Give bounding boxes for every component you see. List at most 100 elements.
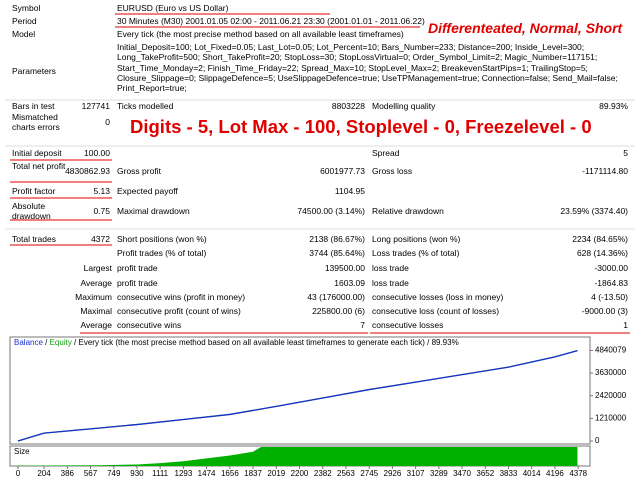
- row-value: 225800.00 (6): [312, 306, 365, 316]
- x-tick-label: 2382: [314, 469, 332, 478]
- x-tick-label: 1293: [175, 469, 193, 478]
- annotation: Differenteated, Normal, Short: [428, 20, 623, 36]
- legend-item: Every tick (the most precise method base…: [79, 338, 426, 347]
- row-value: 2234 (84.65%): [572, 234, 628, 244]
- row-label: Relative drawdown: [372, 206, 444, 216]
- row-label: profit trade: [117, 278, 158, 288]
- row-value: 0: [105, 117, 110, 127]
- separator: /: [72, 338, 79, 347]
- row-label: consecutive losses: [372, 320, 444, 330]
- row-label: Average: [80, 278, 112, 288]
- x-tick-label: 2019: [267, 469, 285, 478]
- row-value: 1104.95: [334, 186, 365, 196]
- row-value: 1: [623, 320, 628, 330]
- row-label: Mismatched charts errors: [12, 112, 60, 132]
- separators: [5, 99, 635, 230]
- row-label: consecutive loss (count of losses): [372, 306, 500, 316]
- row-value: 6001977.73: [320, 166, 365, 176]
- row-label: Gross profit: [117, 166, 161, 176]
- row-value: 8803228: [331, 101, 365, 111]
- row-value: 4 (-13.50): [591, 292, 628, 302]
- row-value: 5.13: [93, 186, 110, 196]
- size-label: Size: [14, 447, 30, 456]
- x-tick-label: 3107: [407, 469, 425, 478]
- parameter-line: Long_TakeProfit=500; Short_TakeProfit=20…: [117, 52, 598, 63]
- x-tick-label: 2563: [337, 469, 355, 478]
- x-tick-label: 4378: [569, 469, 587, 478]
- x-tick-label: 749: [107, 469, 121, 478]
- row-label: Maximal: [80, 306, 112, 316]
- row-value: 100.00: [84, 148, 110, 158]
- x-tick-label: 4196: [546, 469, 564, 478]
- row-value: 1603.09: [334, 278, 365, 288]
- field-label: Symbol: [12, 3, 41, 13]
- legend-item: Equity: [50, 338, 72, 347]
- x-tick-label: 567: [84, 469, 98, 478]
- row-label: loss trade: [372, 263, 409, 273]
- row-value: 74500.00 (3.14%): [297, 206, 365, 216]
- row-value: 0.75: [93, 206, 110, 216]
- row-label: Expected payoff: [117, 186, 178, 196]
- legend-item: 89.93%: [432, 338, 459, 347]
- x-tick-label: 3289: [430, 469, 448, 478]
- parameter-line: Closure_Slippage=0; SlippageDefence=5; U…: [117, 72, 618, 83]
- x-tick-label: 0: [16, 469, 21, 478]
- row-value: 4830862.93: [65, 166, 110, 176]
- x-tick-label: 2745: [360, 469, 378, 478]
- separator: /: [43, 338, 50, 347]
- row-label: Absolute drawdown: [12, 201, 51, 221]
- row-value: 127741: [81, 101, 110, 111]
- y-tick-label: 3630000: [595, 368, 627, 377]
- row-label: profit trade: [117, 263, 158, 273]
- row-value: -1171114.80: [582, 166, 628, 176]
- row-label: Loss trades (% of total): [372, 248, 460, 258]
- row-value: 3744 (85.64%): [309, 248, 365, 258]
- x-tick-label: 3652: [476, 469, 494, 478]
- field-label: Parameters: [12, 66, 56, 76]
- row-label: Largest: [83, 263, 112, 273]
- parameter-line: Initial_Deposit=100; Lot_Fixed=0.05; Las…: [117, 42, 585, 52]
- row-value: 139500.00: [324, 263, 365, 273]
- y-tick-label: 2420000: [595, 391, 627, 400]
- x-tick-label: 1656: [221, 469, 239, 478]
- row-value: -1864.83: [594, 278, 628, 288]
- row-label: Profit trades (% of total): [117, 248, 207, 258]
- annotation: Digits - 5, Lot Max - 100, Stoplevel - 0…: [130, 116, 592, 137]
- x-tick-label: 204: [37, 469, 51, 478]
- row-value: 628 (14.36%): [576, 248, 628, 258]
- row-value: 89.93%: [599, 101, 628, 111]
- row-label: Modelling quality: [372, 101, 436, 111]
- row-label: consecutive wins (profit in money): [117, 292, 246, 302]
- row-value: 23.59% (3374.40): [560, 206, 628, 216]
- field-label: Model: [12, 29, 36, 39]
- x-tick-label: 4014: [523, 469, 541, 478]
- x-tick-label: 930: [130, 469, 144, 478]
- legend: Balance / Equity / Every tick (the most …: [14, 338, 459, 347]
- field-value: EURUSD (Euro vs US Dollar): [117, 3, 229, 13]
- row-label: loss trade: [372, 278, 409, 288]
- row-label: Ticks modelled: [117, 101, 174, 111]
- row-value: 43 (176000.00): [307, 292, 365, 302]
- field-value: Every tick (the most precise method base…: [117, 29, 404, 39]
- row-label: Average: [80, 320, 112, 330]
- row-value: 2138 (86.67%): [309, 234, 365, 244]
- field-value: 30 Minutes (M30) 2001.01.05 02:00 - 2011…: [117, 16, 425, 26]
- row-label: Maximal drawdown: [117, 206, 190, 216]
- row-label: consecutive wins: [117, 320, 182, 330]
- x-tick-label: 3470: [453, 469, 471, 478]
- red-underlines: [10, 13, 630, 334]
- row-value: 5: [623, 148, 628, 158]
- parameter-line: Print_Report=true;: [117, 83, 187, 94]
- separator: /: [425, 338, 432, 347]
- x-tick-label: 2200: [291, 469, 309, 478]
- parameter-line: Start_Time_Monday=2; Finish_Time_Friday=…: [117, 62, 588, 73]
- x-tick-label: 386: [61, 469, 75, 478]
- row-label: Maximum: [75, 292, 112, 302]
- x-tick-label: 3833: [500, 469, 518, 478]
- row-label: Total trades: [12, 234, 56, 244]
- y-tick-label: 1210000: [595, 413, 627, 422]
- x-tick-label: 1837: [244, 469, 262, 478]
- row-label: Gross loss: [372, 166, 413, 176]
- row-value: 4372: [91, 234, 110, 244]
